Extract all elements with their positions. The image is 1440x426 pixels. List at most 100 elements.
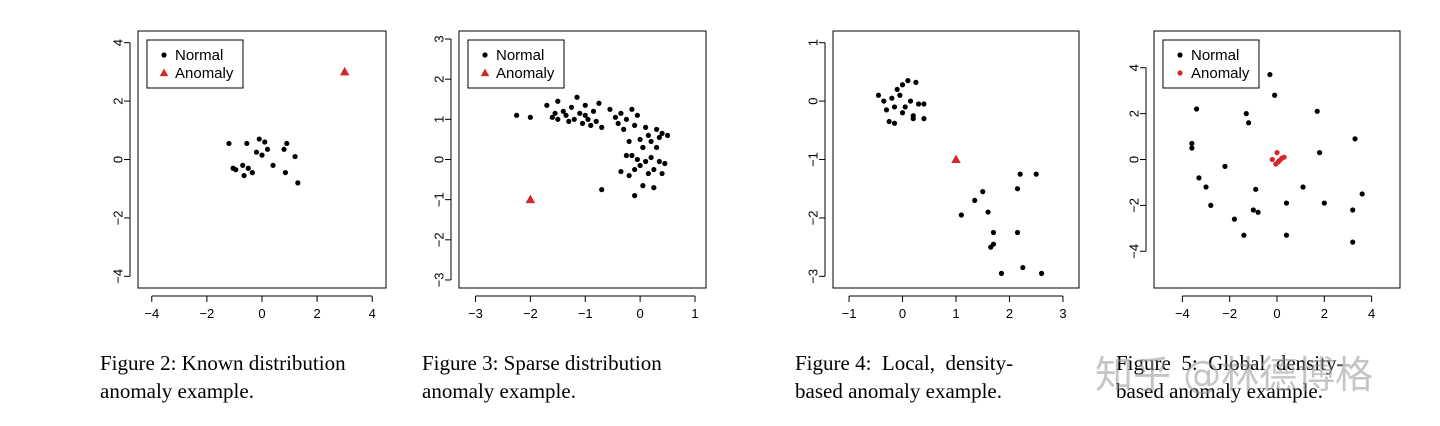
normal-point <box>571 116 577 122</box>
normal-point <box>566 118 572 124</box>
normal-point <box>579 120 586 126</box>
normal-point <box>913 79 919 85</box>
caption-figure-4-line2: based anomaly example. <box>795 379 1003 403</box>
caption-figure-3-line1: Figure 3: Sparse distribution <box>422 351 662 375</box>
normal-point <box>568 104 575 110</box>
normal-point <box>1352 136 1358 142</box>
plot-frame <box>832 30 1080 289</box>
normal-point <box>645 132 651 139</box>
y-axis: −4 −2 0 2 4 <box>111 39 131 284</box>
caption-figure-4: Figure 4: Local, density- based anomaly … <box>795 349 1095 405</box>
legend-normal-marker <box>161 52 167 58</box>
normal-point <box>1267 71 1273 78</box>
normal-point <box>623 116 630 122</box>
normal-point <box>599 124 605 130</box>
normal-point <box>651 185 657 191</box>
normal-point <box>241 172 247 179</box>
normal-point <box>897 92 903 98</box>
legend-box <box>1162 39 1260 89</box>
normal-point <box>1203 184 1209 190</box>
anomaly-point <box>1274 150 1280 156</box>
normal-point <box>958 212 964 218</box>
normal-point <box>552 110 558 116</box>
normal-point <box>899 82 906 88</box>
x-tick-label: −2 <box>199 306 214 321</box>
y-axis: −3 −2 −1 0 1 <box>806 39 826 284</box>
normal-point <box>907 98 914 104</box>
normal-point <box>643 158 649 165</box>
normal-point <box>632 166 638 173</box>
normal-point <box>990 241 997 247</box>
normal-point <box>980 189 986 195</box>
normal-point <box>662 160 668 167</box>
normal-point <box>1020 264 1026 271</box>
legend-normal-marker <box>482 52 488 58</box>
y-tick-label: −2 <box>432 232 447 247</box>
x-axis: −1 0 1 2 3 <box>842 295 1067 321</box>
normal-point <box>596 100 602 106</box>
normal-point <box>1208 202 1214 208</box>
normal-point <box>985 209 991 215</box>
normal-point <box>883 107 890 113</box>
normal-point <box>915 101 922 107</box>
x-tick-label: −4 <box>1175 306 1190 321</box>
x-tick-label: 1 <box>952 306 959 321</box>
y-tick-label: −1 <box>432 192 447 207</box>
caption-figure-5: Figure 5: Global density- based anomaly … <box>1116 349 1416 405</box>
normal-point <box>555 116 561 122</box>
plot-frame <box>458 30 707 289</box>
normal-point <box>1314 108 1320 114</box>
normal-point <box>902 104 908 110</box>
caption-figure-4-line1: Figure 4: Local, density- <box>795 351 1014 375</box>
x-tick-label: 2 <box>1321 306 1328 321</box>
normal-point <box>612 114 619 120</box>
y-tick-label: 0 <box>1127 156 1142 163</box>
normal-point <box>640 144 646 151</box>
normal-point <box>921 116 927 122</box>
y-tick-label: 4 <box>1127 64 1142 71</box>
y-tick-label: −4 <box>1127 244 1142 259</box>
x-tick-label: −3 <box>468 306 483 321</box>
y-axis: −4 −2 0 2 4 <box>1127 64 1147 259</box>
normal-point <box>643 124 649 130</box>
normal-point <box>894 86 900 93</box>
normal-point <box>618 110 624 116</box>
normal-point <box>648 154 654 161</box>
caption-figure-2: Figure 2: Known distribution anomaly exa… <box>100 349 400 405</box>
y-tick-label: −3 <box>806 269 821 284</box>
x-tick-label: 3 <box>1059 306 1066 321</box>
anomaly-point <box>1276 158 1282 164</box>
x-tick-label: 0 <box>1273 306 1280 321</box>
normal-point <box>226 140 232 147</box>
normal-point <box>629 106 635 112</box>
y-tick-label: 2 <box>111 97 126 104</box>
y-tick-label: −2 <box>111 210 126 225</box>
normal-point <box>270 162 276 168</box>
normal-point <box>574 94 580 100</box>
legend-normal-marker <box>1177 52 1183 58</box>
normal-point <box>645 170 651 177</box>
normal-point <box>1241 232 1247 238</box>
normal-point <box>1193 106 1200 112</box>
y-tick-label: 2 <box>432 76 447 83</box>
normal-point <box>1246 120 1252 126</box>
normal-point <box>1222 163 1228 169</box>
x-tick-label: 0 <box>899 306 906 321</box>
legend-box <box>146 39 244 89</box>
legend-normal-label: Normal <box>1191 47 1239 64</box>
normal-point <box>527 114 533 120</box>
normal-point <box>1231 216 1238 222</box>
normal-point <box>292 153 298 160</box>
normal-point <box>249 170 255 176</box>
normal-point <box>1189 140 1195 147</box>
x-tick-label: −4 <box>144 306 159 321</box>
normal-point <box>262 139 268 145</box>
legend-anomaly-marker <box>159 68 169 77</box>
normal-point <box>651 166 657 173</box>
